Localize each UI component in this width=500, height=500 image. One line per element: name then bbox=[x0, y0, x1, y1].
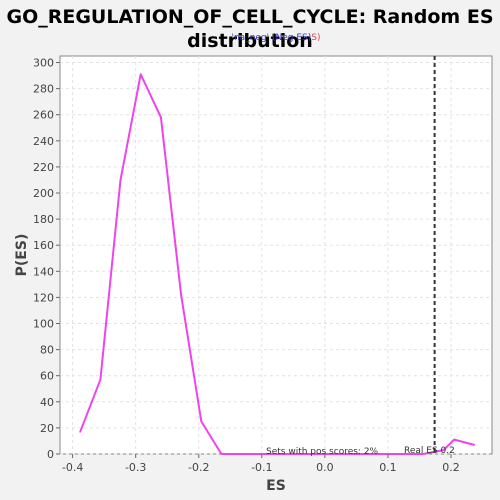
x-tick-label: 0.0 bbox=[316, 461, 334, 474]
y-axis: 0 20 40 60 80 100 120 140 160 180 200 220 240 260 280 3… bbox=[33, 57, 60, 461]
x-tick-label: -0.3 bbox=[125, 461, 146, 474]
data-point bbox=[99, 378, 102, 381]
y-tick-label: 160 bbox=[33, 239, 54, 252]
x-axis-title: ES bbox=[266, 478, 286, 494]
y-axis-title: P(ES) bbox=[14, 234, 30, 277]
data-point bbox=[422, 453, 425, 455]
y-tick-label: 240 bbox=[33, 135, 54, 148]
legend-prefix: 'na_neg' ( bbox=[232, 33, 276, 43]
y-tick-label: 200 bbox=[33, 187, 54, 200]
data-point bbox=[473, 444, 476, 446]
data-point bbox=[442, 449, 445, 451]
data-point bbox=[402, 453, 404, 455]
y-tick-label: 220 bbox=[33, 161, 54, 174]
y-tick-label: 100 bbox=[33, 318, 54, 331]
x-tick-label: -0.2 bbox=[188, 461, 209, 474]
data-point bbox=[240, 453, 243, 455]
y-tick-label: 260 bbox=[33, 109, 54, 122]
data-point bbox=[281, 453, 283, 455]
data-point bbox=[361, 453, 364, 455]
data-point bbox=[301, 453, 303, 455]
y-tick-label: 40 bbox=[40, 396, 54, 409]
y-tick-label: 280 bbox=[33, 83, 54, 96]
data-point bbox=[180, 294, 182, 296]
pos-scores-annotation: Sets with pos scores: 2% bbox=[266, 447, 379, 457]
data-point bbox=[220, 453, 223, 455]
data-point bbox=[160, 116, 162, 119]
y-tick-label: 120 bbox=[33, 291, 54, 304]
data-point bbox=[119, 179, 122, 181]
x-tick-label: 0.1 bbox=[379, 461, 397, 474]
y-tick-label: 140 bbox=[33, 265, 54, 278]
legend-label: 'na_neg' (Neg ES)S) bbox=[232, 33, 321, 43]
series-layer bbox=[79, 73, 476, 455]
data-point bbox=[321, 453, 324, 455]
x-tick-label: -0.4 bbox=[62, 461, 83, 474]
x-tick-label: 0.2 bbox=[442, 461, 460, 474]
y-tick-label: 180 bbox=[33, 213, 54, 226]
y-tick-label: 0 bbox=[47, 448, 54, 461]
data-point bbox=[79, 431, 81, 433]
y-tick-label: 60 bbox=[40, 370, 54, 383]
legend-suffix: S) bbox=[311, 33, 320, 43]
data-point bbox=[453, 438, 455, 441]
y-tick-label: 20 bbox=[40, 422, 54, 435]
data-point bbox=[382, 453, 384, 455]
data-point bbox=[341, 453, 344, 455]
y-tick-label: 80 bbox=[40, 344, 54, 357]
y-tick-label: 300 bbox=[33, 57, 54, 70]
plot-area bbox=[59, 55, 493, 455]
chart-title-line-2: distribution bbox=[187, 30, 313, 52]
legend-middle: Neg ES) bbox=[276, 33, 312, 43]
chart-title-line-1: GO_REGULATION_OF_CELL_CYCLE: Random ES bbox=[6, 6, 493, 28]
x-tick-label: -0.1 bbox=[251, 461, 272, 474]
data-point bbox=[200, 420, 203, 423]
real-es-annotation: Real ES 0.2 bbox=[404, 446, 455, 456]
x-axis: -0.4 -0.3 -0.2 -0.1 0.0 0.1 0.2 bbox=[62, 454, 460, 474]
grid-lines bbox=[60, 56, 492, 455]
data-point bbox=[139, 73, 142, 76]
